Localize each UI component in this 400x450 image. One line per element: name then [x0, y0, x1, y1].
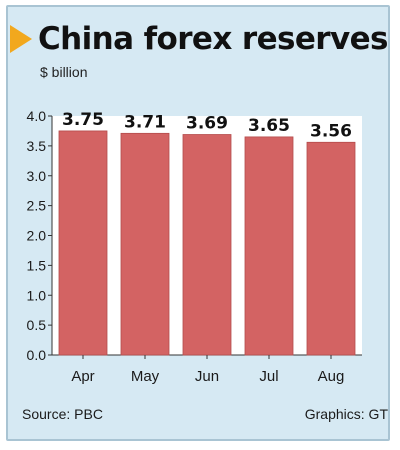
y-tick-label: 4.0 — [27, 108, 47, 124]
data-label-jun: 3.69 — [186, 114, 228, 134]
data-label-aug: 3.56 — [310, 121, 352, 141]
y-tick-label: 2.5 — [27, 198, 47, 214]
data-label-apr: 3.75 — [62, 110, 104, 130]
y-tick-label: 0.0 — [27, 347, 47, 363]
data-label-may: 3.71 — [124, 112, 166, 132]
y-tick-label: 1.0 — [27, 287, 47, 303]
x-tick-label-jun: Jun — [195, 368, 219, 385]
y-tick-label: 0.5 — [27, 317, 47, 333]
data-label-jul: 3.65 — [248, 116, 290, 136]
title-row: China forex reserves — [10, 18, 388, 60]
y-tick-label: 1.5 — [27, 257, 47, 273]
x-tick-label-aug: Aug — [318, 368, 345, 385]
x-tick-label-jul: Jul — [259, 368, 278, 385]
bar-may — [120, 132, 170, 356]
chart-title: China forex reserves — [38, 21, 388, 57]
x-tick-label-apr: Apr — [71, 368, 94, 385]
bar-jul — [244, 136, 294, 356]
y-tick-label: 3.0 — [27, 168, 47, 184]
x-tick-label-may: May — [131, 368, 160, 385]
bar-apr — [58, 130, 108, 356]
triangle-arrow-icon — [10, 25, 32, 53]
y-tick-label: 2.0 — [27, 228, 47, 244]
bar-aug — [306, 141, 356, 356]
y-axis-unit-label: $ billion — [40, 64, 88, 80]
y-tick-label: 3.5 — [27, 138, 47, 154]
source-note: Source: PBC — [22, 406, 103, 422]
graphics-credit: Graphics: GT — [304, 406, 388, 422]
bar-jun — [182, 134, 232, 356]
